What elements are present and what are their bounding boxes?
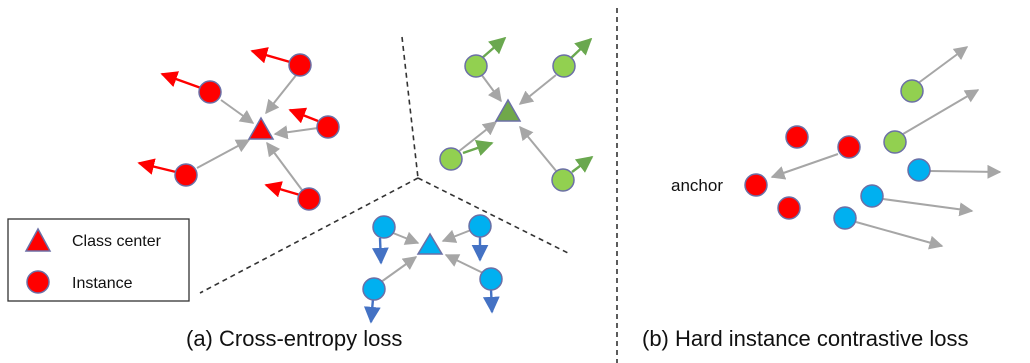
red-instance <box>837 135 861 159</box>
red-push-arrow <box>160 71 202 90</box>
red-pull-arrow <box>265 73 298 115</box>
red-pull-arrow <box>196 139 251 169</box>
blue-instance <box>362 277 386 301</box>
blue-push-arrow <box>372 237 389 265</box>
boundary-line-top <box>401 36 419 179</box>
red-instance <box>174 163 198 187</box>
anchor-instance <box>744 173 768 197</box>
blue-pull-arrow <box>441 229 472 243</box>
red-instance <box>288 53 312 77</box>
green-pull-arrow <box>457 121 498 153</box>
red-instance <box>198 80 222 104</box>
green-instance <box>552 54 576 78</box>
blue-instance <box>372 215 396 239</box>
red-push-arrow <box>250 47 291 64</box>
blue-instance <box>907 158 931 182</box>
green-push-arrow <box>570 37 593 59</box>
green-push-arrow <box>481 36 507 59</box>
red-pull-arrow <box>220 99 255 124</box>
blue-push-arrow <box>482 288 500 314</box>
red-class-center <box>247 116 275 140</box>
blue-pull-arrow <box>444 254 484 274</box>
blue-instance <box>479 267 503 291</box>
legend-class-center-icon <box>24 227 52 252</box>
red-instance <box>316 115 340 139</box>
blue-instance <box>468 214 492 238</box>
gray-push-arrow <box>916 46 969 85</box>
blue-push-arrow <box>363 298 381 324</box>
blue-class-center <box>416 232 444 255</box>
anchor-label: anchor <box>671 176 723 195</box>
red-push-arrow <box>264 181 301 198</box>
legend-class-center-label: Class center <box>72 233 162 250</box>
blue-pull-arrow <box>392 231 420 245</box>
green-instance <box>883 130 907 154</box>
green-cluster <box>439 36 594 192</box>
red-instance <box>785 125 809 149</box>
green-instance <box>551 168 575 192</box>
green-instance <box>900 79 924 103</box>
panel-a-caption: (a) Cross-entropy loss <box>186 326 402 351</box>
red-push-arrow <box>288 107 319 124</box>
red-pull-arrow <box>266 141 303 191</box>
panel-b-instances <box>744 79 931 230</box>
red-push-arrow <box>137 158 177 175</box>
legend-instance-icon <box>26 270 50 294</box>
green-class-center <box>494 98 522 122</box>
panel-b-caption: (b) Hard instance contrastive loss <box>642 326 968 351</box>
green-instance <box>464 54 488 78</box>
green-pull-arrow <box>518 74 557 105</box>
blue-instance <box>860 184 884 208</box>
red-cluster <box>137 47 340 211</box>
gray-push-arrow <box>902 89 980 135</box>
green-pull-arrow <box>519 125 558 173</box>
green-push-arrow <box>571 155 594 173</box>
panel-b: anchor (b) Hard instance contrastive los… <box>642 46 1002 351</box>
blue-cluster <box>362 214 503 324</box>
red-instance <box>297 187 321 211</box>
green-push-arrow <box>462 139 494 156</box>
red-pull-arrow <box>273 125 319 140</box>
gray-push-arrow <box>770 153 839 180</box>
legend-instance-label: Instance <box>72 275 133 292</box>
panel-a: Class center Instance (a) Cross-entropy … <box>7 36 594 351</box>
gray-push-arrow <box>929 164 1002 179</box>
legend: Class center Instance <box>7 218 190 302</box>
gray-push-arrow <box>882 198 974 217</box>
gray-push-arrow <box>855 221 944 250</box>
region-boundaries <box>199 36 569 294</box>
green-instance <box>439 147 463 171</box>
blue-pull-arrow <box>380 256 418 283</box>
green-pull-arrow <box>480 73 502 103</box>
boundary-line-right <box>417 177 569 254</box>
blue-instance <box>833 206 857 230</box>
red-instance <box>777 196 801 220</box>
